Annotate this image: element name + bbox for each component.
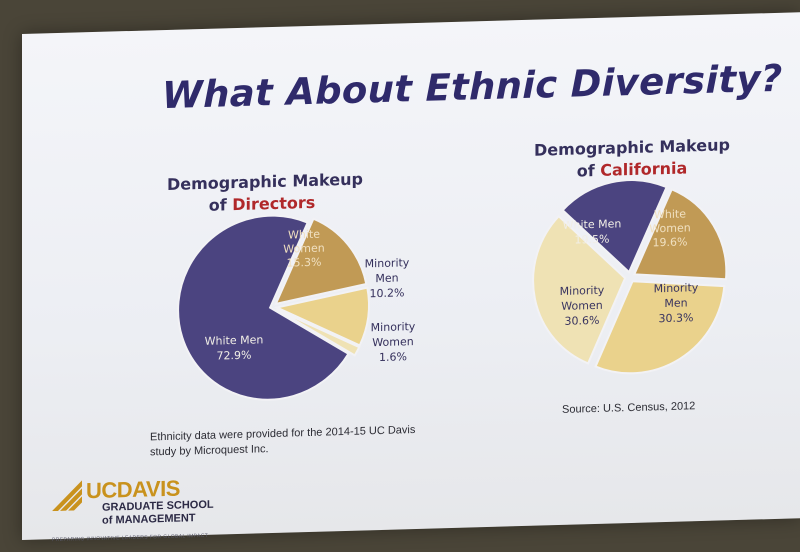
california-white-women-label: White Women 19.6%: [649, 207, 690, 249]
california-minority-women-line1: Minority: [560, 284, 605, 298]
california-minority-women-value: 30.6%: [565, 314, 600, 328]
directors-slice-minority-men: [273, 286, 370, 347]
directors-pie-chart: White Women 15.3% White Men 72.9%: [177, 214, 370, 401]
california-white-women-line2: Women: [649, 221, 690, 235]
california-slice-minority-women: [532, 214, 627, 365]
directors-white-women-value: 15.3%: [287, 256, 322, 270]
california-white-men-value: 19.5%: [575, 233, 610, 247]
california-slice-minority-men: [594, 280, 726, 375]
california-minority-women-label: Minority Women 30.6%: [560, 284, 605, 328]
california-slice-white-men: [561, 179, 668, 274]
directors-white-men-label: White Men 72.9%: [205, 333, 264, 363]
directors-white-men-value: 72.9%: [217, 349, 252, 363]
california-white-men-label: White Men 19.5%: [563, 217, 622, 247]
directors-minority-women-label: Minority Women 1.6%: [358, 319, 428, 366]
source-note: Source: U.S. Census, 2012: [562, 400, 696, 416]
california-slice-white-women: [632, 187, 728, 281]
california-minority-men-line2: Men: [664, 296, 687, 310]
logo-tagline: PREPARING INNOVATIVE LEADERS FOR GLOBAL …: [52, 532, 209, 544]
data-note: Ethnicity data were provided for the 201…: [150, 424, 416, 459]
california-minority-women-line2: Women: [561, 299, 602, 313]
directors-white-women-label: White Women 15.3%: [283, 228, 324, 270]
directors-minority-men-value: 10.2%: [369, 286, 405, 301]
directors-slice-minority-women: [275, 308, 361, 357]
logo-davis: DAVIS: [116, 475, 180, 503]
directors-slice-white-women: [274, 217, 368, 306]
california-white-women-line1: White: [654, 207, 686, 221]
california-minority-men-line1: Minority: [654, 281, 699, 295]
directors-white-women-line1: White: [288, 228, 320, 242]
directors-white-women-line2: Women: [283, 242, 324, 256]
directors-minority-men-label: Minority Men 10.2%: [352, 255, 422, 302]
california-white-men-line1: White Men: [563, 217, 622, 232]
directors-slice-white-men: [177, 214, 350, 401]
ucdavis-gsm-logo: UCDAVIS GRADUATE SCHOOL of MANAGEMENT PR…: [52, 473, 282, 551]
directors-white-men-line1: White Men: [205, 333, 264, 348]
ucdavis-logo-mark-icon: [52, 480, 82, 512]
california-minority-men-value: 30.3%: [659, 311, 694, 325]
directors-minority-women-value: 1.6%: [379, 350, 407, 365]
presentation-slide: What About Ethnic Diversity? Demographic…: [22, 12, 800, 543]
slide-title: What About Ethnic Diversity?: [162, 56, 783, 118]
logo-uc: UC: [86, 477, 117, 504]
california-pie-chart: White Men 19.5% White Women 19.6% Minori…: [532, 179, 728, 375]
california-minority-men-label: Minority Men 30.3%: [654, 281, 699, 325]
logo-school-line2: of MANAGEMENT: [102, 512, 196, 527]
logo-school-name: GRADUATE SCHOOL of MANAGEMENT: [102, 499, 214, 528]
california-white-women-value: 19.6%: [653, 235, 688, 249]
